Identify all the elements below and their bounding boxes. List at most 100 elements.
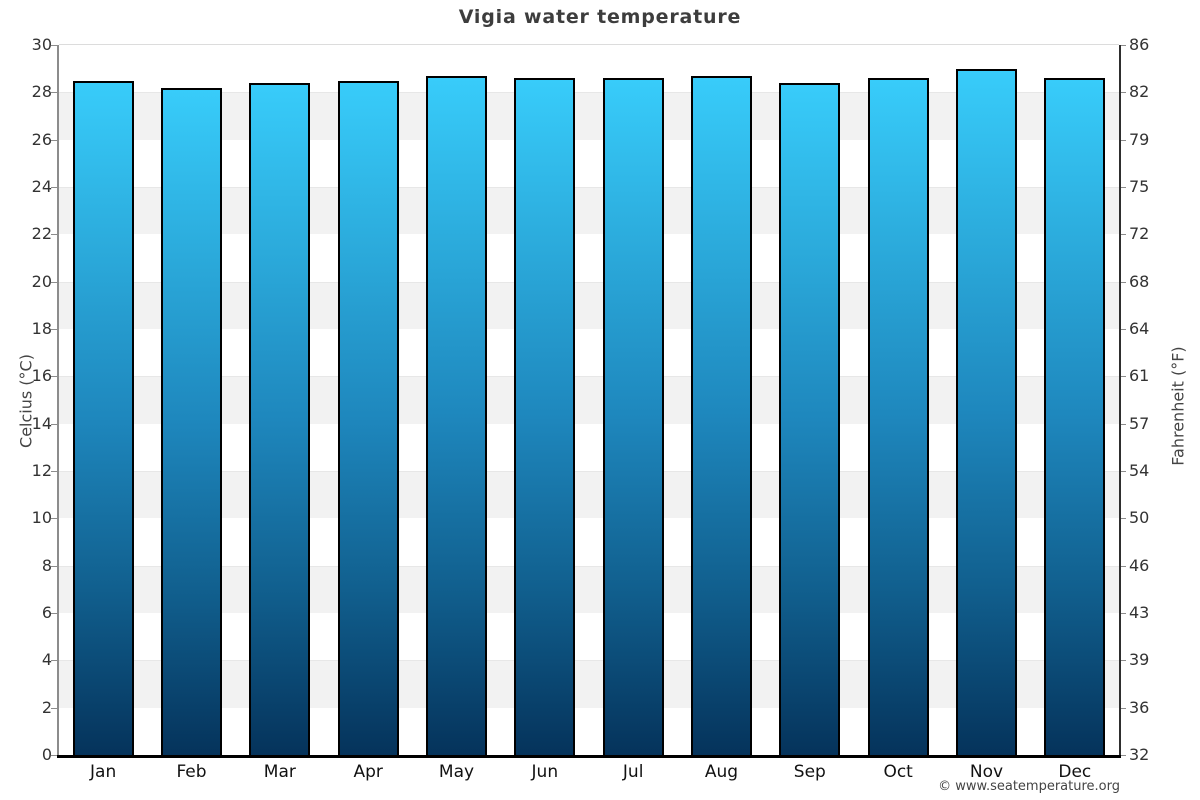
y-tick-label-fahrenheit: 46 bbox=[1129, 555, 1150, 575]
y-tick-label-celsius: 30 bbox=[31, 35, 52, 54]
grid-band bbox=[59, 376, 1119, 424]
y-tick-label-fahrenheit: 79 bbox=[1129, 129, 1150, 149]
y-tick-celsius bbox=[51, 707, 57, 709]
y-tick-fahrenheit bbox=[1121, 660, 1126, 662]
y-tick-celsius bbox=[51, 139, 57, 141]
grid-band bbox=[59, 565, 1119, 613]
x-tick-label: Oct bbox=[883, 762, 913, 782]
y-tick-label-celsius: 12 bbox=[31, 461, 52, 480]
y-tick-celsius bbox=[51, 613, 57, 614]
grid-band bbox=[59, 92, 1119, 140]
y-tick-fahrenheit bbox=[1121, 45, 1126, 46]
y-axis-title-fahrenheit: Fahrenheit (°F) bbox=[1168, 346, 1188, 466]
x-tick-label: Aug bbox=[704, 762, 739, 782]
bar-aug bbox=[691, 75, 752, 755]
y-tick-label-fahrenheit: 32 bbox=[1129, 745, 1150, 764]
y-tick-label-fahrenheit: 54 bbox=[1129, 461, 1150, 480]
bar-sep bbox=[779, 82, 841, 755]
x-tick-label: May bbox=[438, 762, 475, 782]
y-tick-label-fahrenheit: 43 bbox=[1129, 603, 1150, 622]
y-tick-celsius bbox=[51, 92, 57, 94]
x-tick-label: Dec bbox=[1058, 762, 1092, 782]
bar-oct bbox=[867, 78, 929, 755]
y-tick-label-celsius: 10 bbox=[31, 508, 52, 528]
y-tick-celsius bbox=[51, 471, 57, 472]
x-tick-label: Sep bbox=[793, 762, 826, 782]
y-tick-label-fahrenheit: 86 bbox=[1129, 35, 1150, 54]
x-tick-label: Mar bbox=[263, 762, 296, 782]
y-tick-label-fahrenheit: 39 bbox=[1129, 650, 1150, 670]
y-tick-label-celsius: 4 bbox=[41, 650, 52, 670]
bar-feb bbox=[161, 87, 222, 755]
y-tick-label-fahrenheit: 82 bbox=[1129, 82, 1150, 102]
x-axis-line bbox=[57, 755, 1121, 758]
grid-band bbox=[59, 187, 1119, 235]
bar-jun bbox=[514, 78, 576, 755]
y-tick-label-celsius: 26 bbox=[31, 129, 52, 149]
y-tick-label-fahrenheit: 61 bbox=[1129, 366, 1150, 386]
y-tick-label-fahrenheit: 57 bbox=[1129, 413, 1150, 433]
y-tick-fahrenheit bbox=[1121, 613, 1126, 614]
y-tick-fahrenheit bbox=[1121, 234, 1126, 236]
y-tick-label-fahrenheit: 64 bbox=[1129, 319, 1150, 338]
y-tick-fahrenheit bbox=[1121, 92, 1126, 94]
y-tick-celsius bbox=[51, 755, 57, 756]
y-tick-label-fahrenheit: 50 bbox=[1129, 508, 1150, 528]
plot-top-border bbox=[59, 44, 1119, 45]
grid-band bbox=[59, 660, 1119, 708]
grid-band bbox=[59, 281, 1119, 329]
y-axis-line-left bbox=[57, 45, 59, 755]
grid-band bbox=[59, 471, 1119, 519]
bar-apr bbox=[337, 80, 399, 755]
y-tick-fahrenheit bbox=[1121, 471, 1126, 472]
y-tick-fahrenheit bbox=[1121, 565, 1126, 567]
bar-jul bbox=[602, 78, 664, 755]
y-tick-label-celsius: 8 bbox=[41, 555, 52, 575]
y-tick-fahrenheit bbox=[1121, 187, 1126, 188]
y-tick-celsius bbox=[51, 234, 57, 236]
y-tick-celsius bbox=[51, 187, 57, 188]
x-tick-label: Apr bbox=[353, 762, 383, 782]
y-tick-label-celsius: 0 bbox=[41, 745, 52, 764]
y-tick-fahrenheit bbox=[1121, 329, 1126, 330]
x-tick-label: Feb bbox=[176, 762, 207, 782]
y-tick-label-fahrenheit: 75 bbox=[1129, 177, 1150, 196]
y-tick-label-celsius: 24 bbox=[31, 177, 52, 196]
y-tick-label-celsius: 28 bbox=[31, 82, 52, 102]
y-tick-label-celsius: 14 bbox=[31, 413, 52, 433]
bar-jan bbox=[72, 80, 134, 755]
y-tick-celsius bbox=[51, 329, 57, 330]
y-tick-celsius bbox=[51, 518, 57, 520]
y-tick-fahrenheit bbox=[1121, 281, 1126, 283]
y-tick-celsius bbox=[51, 565, 57, 567]
y-tick-fahrenheit bbox=[1121, 139, 1126, 141]
y-tick-label-celsius: 22 bbox=[31, 224, 52, 244]
x-tick-label: Jan bbox=[90, 762, 117, 782]
y-tick-celsius bbox=[51, 423, 57, 425]
y-axis-line-right bbox=[1119, 45, 1121, 755]
y-tick-label-celsius: 16 bbox=[31, 366, 52, 386]
y-tick-label-fahrenheit: 68 bbox=[1129, 271, 1150, 291]
y-tick-fahrenheit bbox=[1121, 707, 1126, 709]
y-tick-fahrenheit bbox=[1121, 423, 1126, 425]
bar-mar bbox=[249, 82, 311, 755]
bar-dec bbox=[1044, 78, 1106, 755]
bar-nov bbox=[956, 68, 1017, 755]
y-tick-fahrenheit bbox=[1121, 755, 1126, 756]
y-tick-fahrenheit bbox=[1121, 518, 1126, 520]
y-tick-celsius bbox=[51, 660, 57, 662]
copyright-text: © www.seatemperature.org bbox=[938, 779, 1120, 794]
y-tick-fahrenheit bbox=[1121, 376, 1126, 378]
y-tick-label-celsius: 20 bbox=[31, 271, 52, 291]
y-tick-celsius bbox=[51, 45, 57, 46]
y-tick-label-fahrenheit: 72 bbox=[1129, 224, 1150, 244]
y-tick-label-celsius: 2 bbox=[41, 697, 52, 717]
y-tick-label-fahrenheit: 36 bbox=[1129, 697, 1150, 717]
x-tick-label: Jul bbox=[622, 762, 644, 782]
x-tick-label: Jun bbox=[531, 762, 559, 782]
chart-title: Vigia water temperature bbox=[458, 6, 742, 28]
y-tick-label-celsius: 18 bbox=[31, 319, 52, 338]
y-tick-celsius bbox=[51, 281, 57, 283]
bar-may bbox=[426, 75, 487, 755]
